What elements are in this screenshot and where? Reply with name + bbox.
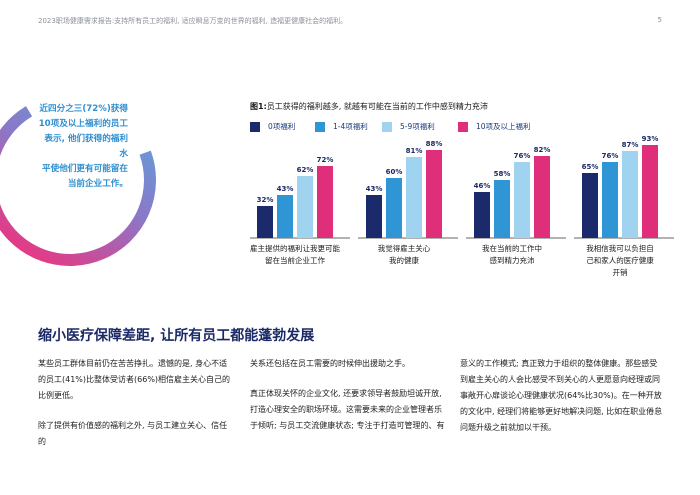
bar-value-label: 43% [277,185,294,193]
bar-value-label: 93% [642,135,659,143]
bar [514,162,530,238]
category-label: 感到精力充沛 [490,255,535,265]
bar-value-label: 87% [622,141,639,149]
legend-item: 1-4项福利 [315,121,368,132]
bar-value-label: 88% [426,140,443,148]
category-label: 开销 [613,267,628,277]
bar-chart: 32%43%62%72%雇主提供的福利让我更可能留在当前企业工作43%60%81… [250,135,674,277]
bar-value-label: 62% [297,166,314,174]
callout-line: 10项及以上福利的员工 [38,119,128,129]
bar-value-label: 82% [534,146,551,154]
donut-ring [0,106,156,266]
bar-value-label: 43% [366,185,383,193]
legend-swatch [250,121,260,132]
bar [582,173,598,238]
bar-value-label: 60% [386,168,403,176]
report-header: 2023职场健康需求报告:支持所有员工的福利, 适应瞬息万变的世界的福利, 造福… [38,17,348,25]
bar [642,145,658,238]
figure-label: 图1: [250,102,267,111]
bar [366,195,382,238]
bar [297,176,313,238]
bar [534,156,550,238]
bar [602,162,618,238]
legend-swatch [315,121,325,132]
paragraph: 真正体现关怀的企业文化, 还要求领导者鼓励坦诚开放, 打造心理安全的职场环境。这… [250,389,445,430]
legend-swatch [382,121,392,132]
callout-text: 近四分之三(72%)获得 10项及以上福利的员工 表示, 他们获得的福利水 平使… [36,102,128,192]
bar [317,166,333,238]
callout-line: 当前企业工作。 [67,179,128,189]
section-title: 缩小医疗保障差距, 让所有员工都能蓬勃发展 [38,328,315,344]
text-column-1: 某些员工群体目前仍在苦苦挣扎。遗憾的是, 身心不适的员工(41%)比整体受访者(… [38,356,234,464]
bar [494,180,510,238]
callout-line: 平使他们更有可能留在 [42,164,128,174]
paragraph: 除了提供有价值感的福利之外, 与员工建立关心、信任的 [38,421,228,446]
text-column-2: 关系还包括在员工需要的时候伸出援助之手。 真正体现关怀的企业文化, 还要求领导者… [250,356,446,448]
donut-arc [0,106,156,266]
legend-swatch [458,121,468,132]
chart-legend: 0项福利 1-4项福利 5-9项福利 10项及以上福利 [250,121,670,135]
callout-line: 表示, 他们获得的福利水 [44,134,128,159]
bar-value-label: 76% [602,152,619,160]
bar [406,157,422,238]
paragraph: 关系还包括在员工需要的时候伸出援助之手。 [250,359,410,368]
bar-value-label: 65% [582,163,599,171]
bar [277,195,293,238]
legend-label: 1-4项福利 [333,122,368,131]
legend-label: 0项福利 [268,122,296,131]
bar [474,192,490,238]
legend-item: 10项及以上福利 [458,121,531,132]
category-label: 我相信我可以负担自 [586,243,654,253]
bar [622,151,638,238]
callout-line: 近四分之三(72%)获得 [39,104,128,114]
legend-item: 0项福利 [250,121,295,132]
legend-item: 5-9项福利 [382,121,435,132]
legend-label: 10项及以上福利 [476,122,531,131]
bar-value-label: 76% [514,152,531,160]
legend-label: 5-9项福利 [400,122,435,131]
category-label: 己和家人的医疗健康 [586,255,654,265]
bar [426,150,442,238]
bar-value-label: 46% [474,182,491,190]
paragraph: 某些员工群体目前仍在苦苦挣扎。遗憾的是, 身心不适的员工(41%)比整体受访者(… [38,359,231,400]
text-column-3: 意义的工作模式; 真正致力于组织的整体健康。那些感受到雇主关心的人会比感受不到关… [460,356,665,450]
bar-value-label: 58% [494,170,511,178]
bar-value-label: 72% [317,156,334,164]
category-label: 我在当前的工作中 [482,243,542,253]
bar-value-label: 81% [406,147,423,155]
page-number: 5 [657,16,662,24]
figure-title: 图1:员工获得的福利越多, 就越有可能在当前的工作中感到精力充沛 [250,101,488,112]
bar [386,178,402,238]
category-label: 我觉得雇主关心 [378,243,431,253]
category-label: 雇主提供的福利让我更可能 [250,243,340,253]
bar [257,206,273,238]
category-label: 我的健康 [389,255,419,265]
bar-value-label: 32% [257,196,274,204]
figure-title-text: 员工获得的福利越多, 就越有可能在当前的工作中感到精力充沛 [266,102,488,111]
category-label: 留在当前企业工作 [265,255,325,265]
paragraph: 意义的工作模式; 真正致力于组织的整体健康。那些感受到雇主关心的人会比感受不到关… [460,359,663,432]
